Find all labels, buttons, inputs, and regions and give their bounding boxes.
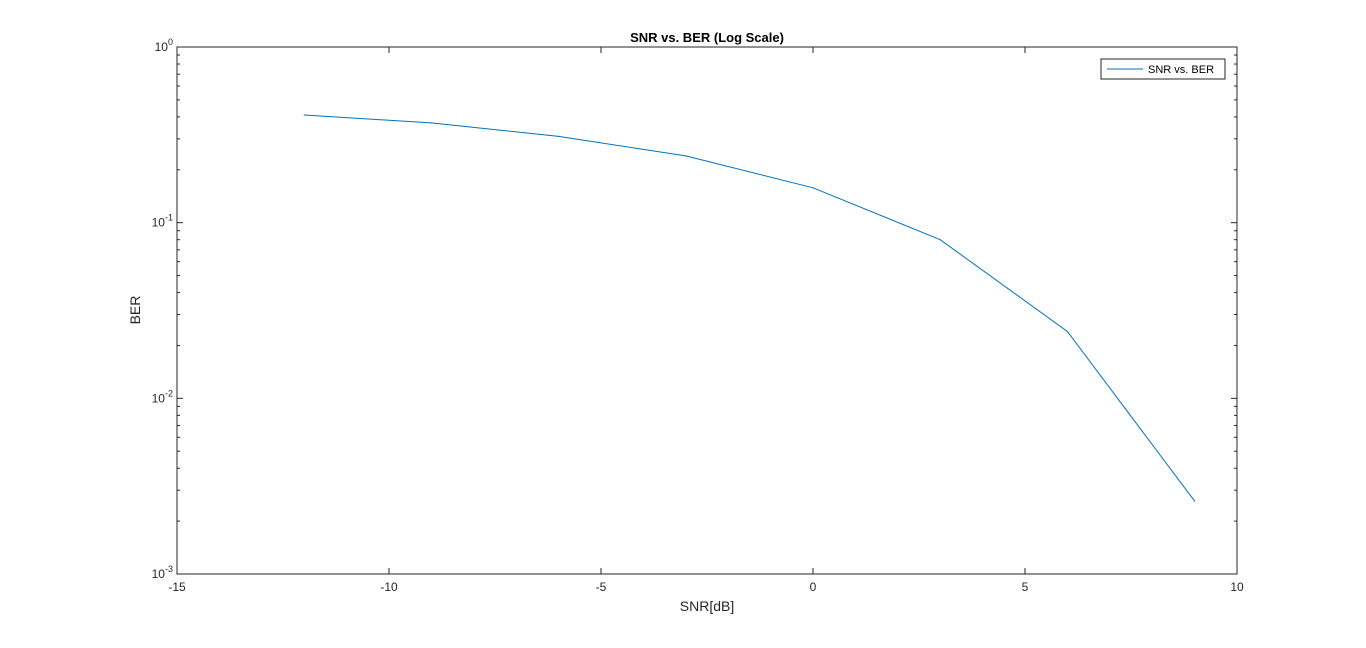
data-point [685, 155, 687, 157]
y-tick-labels: 10-3 10-2 10-1 100 [152, 37, 173, 581]
axes-frame [176, 46, 1238, 575]
axes-background [177, 47, 1237, 574]
x-tick-label: 5 [1022, 580, 1029, 594]
axis-ticks [176, 46, 1238, 575]
x-tick-labels: -15 -10 -5 0 5 10 [168, 580, 1244, 594]
x-tick-label: -15 [168, 580, 186, 594]
data-point [430, 122, 432, 124]
data-point [812, 187, 814, 189]
data-point [303, 114, 305, 116]
series-layer [303, 114, 1196, 502]
data-point [939, 239, 941, 241]
axes-box [176, 46, 1238, 575]
y-tick-label: 10-2 [152, 388, 173, 405]
data-point [558, 135, 560, 137]
y-tick-label: 100 [155, 37, 173, 54]
legend: SNR vs. BER [1100, 58, 1226, 80]
x-tick-label: -5 [596, 580, 607, 594]
legend-label: SNR vs. BER [1148, 64, 1214, 76]
y-axis-label: BER [127, 296, 143, 325]
y-tick-label: 10-1 [152, 213, 173, 230]
x-tick-label: 0 [810, 580, 817, 594]
series-line [304, 114, 1195, 502]
data-point [1066, 330, 1068, 333]
x-tick-label: 10 [1230, 580, 1244, 594]
data-point [1194, 500, 1196, 502]
y-tick-label: 10-3 [152, 564, 173, 581]
x-tick-label: -10 [380, 580, 398, 594]
legend-box [1100, 58, 1226, 80]
x-axis-label: SNR[dB] [680, 598, 734, 614]
chart-title: SNR vs. BER (Log Scale) [630, 30, 784, 45]
